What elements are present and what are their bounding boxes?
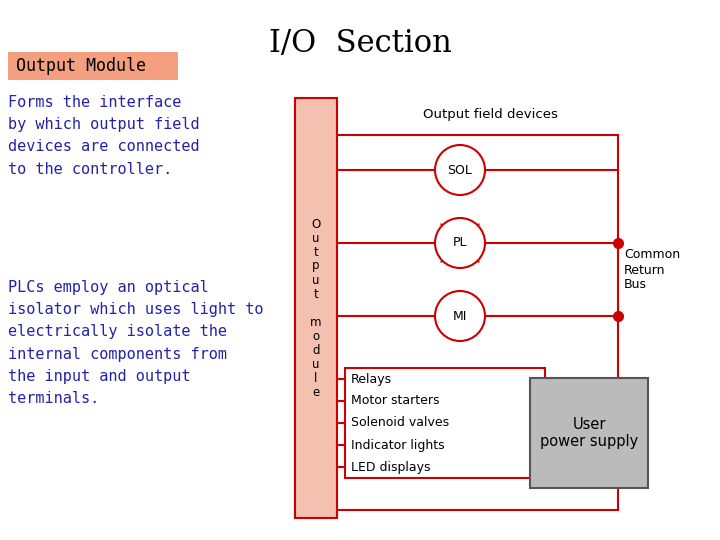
Text: Relays: Relays	[351, 373, 392, 386]
Text: PL: PL	[453, 237, 467, 249]
Text: SOL: SOL	[448, 164, 472, 177]
FancyBboxPatch shape	[530, 378, 648, 488]
Circle shape	[435, 291, 485, 341]
Text: Motor starters: Motor starters	[351, 395, 439, 408]
Text: O
u
t
p
u
t
 
m
o
d
u
l
e: O u t p u t m o d u l e	[310, 218, 322, 399]
Circle shape	[435, 218, 485, 268]
Text: Forms the interface
by which output field
devices are connected
to the controlle: Forms the interface by which output fiel…	[8, 95, 199, 177]
FancyBboxPatch shape	[345, 368, 545, 478]
Text: Solenoid valves: Solenoid valves	[351, 416, 449, 429]
Circle shape	[435, 145, 485, 195]
Text: User
power supply: User power supply	[540, 417, 638, 449]
FancyBboxPatch shape	[295, 98, 337, 518]
Text: MI: MI	[453, 309, 467, 322]
FancyBboxPatch shape	[8, 52, 178, 80]
Text: Output Module: Output Module	[16, 57, 146, 75]
Text: Output field devices: Output field devices	[423, 108, 557, 121]
Text: Common
Return
Bus: Common Return Bus	[624, 248, 680, 292]
Text: PLCs employ an optical
isolator which uses light to
electrically isolate the
int: PLCs employ an optical isolator which us…	[8, 280, 264, 406]
Text: I/O  Section: I/O Section	[269, 28, 451, 59]
Text: Indicator lights: Indicator lights	[351, 438, 445, 451]
Text: LED displays: LED displays	[351, 461, 431, 474]
